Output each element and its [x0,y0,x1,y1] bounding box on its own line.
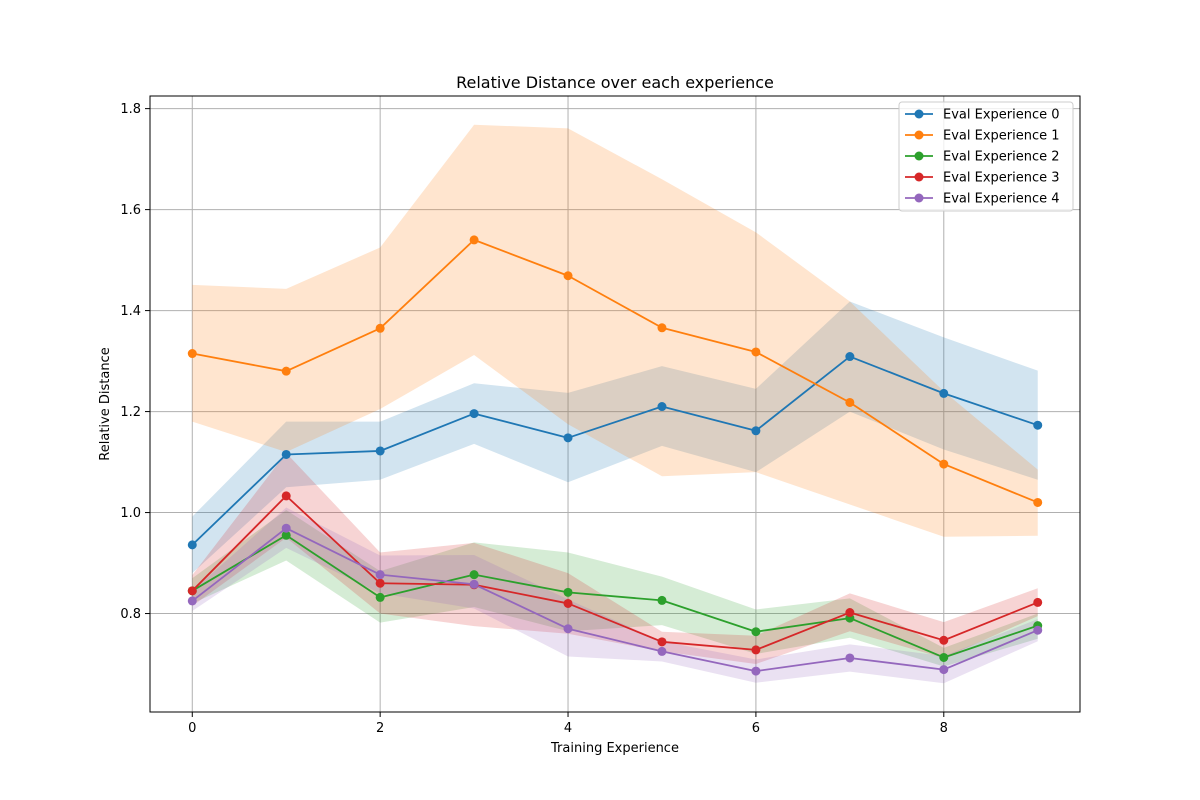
y-tick-label: 1.0 [120,506,141,521]
data-point [563,598,573,608]
y-tick-label: 1.6 [120,203,141,218]
data-point [375,578,385,588]
x-tick-label: 4 [564,721,572,736]
y-tick-label: 1.8 [120,102,141,117]
axis-ticks: 0 2 4 6 8 0.8 1.0 1.2 1.4 1.6 1.8 [120,102,948,736]
x-axis-label: Training Experience [550,741,679,756]
series-line-1 [192,239,1039,504]
data-point [751,666,761,676]
series-markers [187,235,1043,676]
legend-label-4: Eval Experience 4 [943,192,1060,207]
data-point [281,530,291,540]
data-point [187,586,197,596]
data-point [281,366,291,376]
legend-label-2: Eval Experience 2 [943,150,1060,165]
data-point [1033,625,1043,635]
data-point [939,635,949,645]
data-point [187,540,197,550]
data-point [939,665,949,675]
data-point [469,570,479,580]
data-point [939,652,949,662]
series-line-2 [191,534,1039,659]
data-point [469,235,479,245]
data-point [751,426,761,436]
data-point [657,595,667,605]
data-point [1033,597,1043,607]
series-lines [191,239,1039,673]
y-axis-label: Relative Distance [98,347,113,460]
legend-label-1: Eval Experience 1 [943,129,1060,144]
confidence-band-0 [192,301,1038,574]
data-point [1033,497,1043,507]
data-point [563,624,573,634]
data-point [939,459,949,469]
x-tick-label: 6 [752,721,760,736]
y-tick-label: 1.2 [120,405,141,420]
data-point [657,402,667,412]
legend-marker-1 [914,130,924,140]
data-point [657,646,667,656]
data-point [187,596,197,606]
confidence-band-3 [192,452,1038,665]
plot-frame [149,95,1081,713]
confidence-bands [192,124,1038,684]
legend-label-0: Eval Experience 0 [943,108,1060,123]
data-point [281,491,291,501]
data-point [375,446,385,456]
data-point [187,349,197,359]
legend: Eval Experience 0 Eval Experience 1 Eval E… [898,101,1074,212]
data-point [845,653,855,663]
data-point [281,523,291,533]
data-point [657,323,667,333]
legend-marker-4 [914,193,924,203]
data-point [939,388,949,398]
data-point [469,579,479,589]
data-point [375,570,385,580]
series-line-3 [191,494,1039,651]
data-point [845,397,855,407]
data-point [281,449,291,459]
data-point [657,637,667,647]
legend-marker-3 [914,172,924,182]
data-point [469,409,479,419]
series-line-4 [191,527,1039,673]
data-point [1033,420,1043,430]
y-tick-label: 0.8 [120,607,141,622]
legend-marker-2 [914,151,924,161]
x-tick-label: 2 [376,721,384,736]
legend-label-3: Eval Experience 3 [943,171,1060,186]
data-point [375,323,385,333]
legend-marker-0 [914,109,924,119]
data-point [563,433,573,443]
data-point [563,587,573,597]
y-tick-label: 1.4 [120,304,141,319]
x-tick-label: 8 [940,721,948,736]
confidence-band-2 [192,510,1038,667]
confidence-band-1 [192,124,1038,537]
legend-box [898,101,1074,212]
data-point [751,347,761,357]
data-point [563,271,573,281]
chart-title: Relative Distance over each experience [456,73,774,92]
x-tick-label: 0 [188,721,196,736]
series-line-0 [191,355,1039,546]
data-point [845,352,855,362]
data-point [751,645,761,655]
data-point [375,592,385,602]
data-point [751,627,761,637]
data-point [845,608,855,618]
